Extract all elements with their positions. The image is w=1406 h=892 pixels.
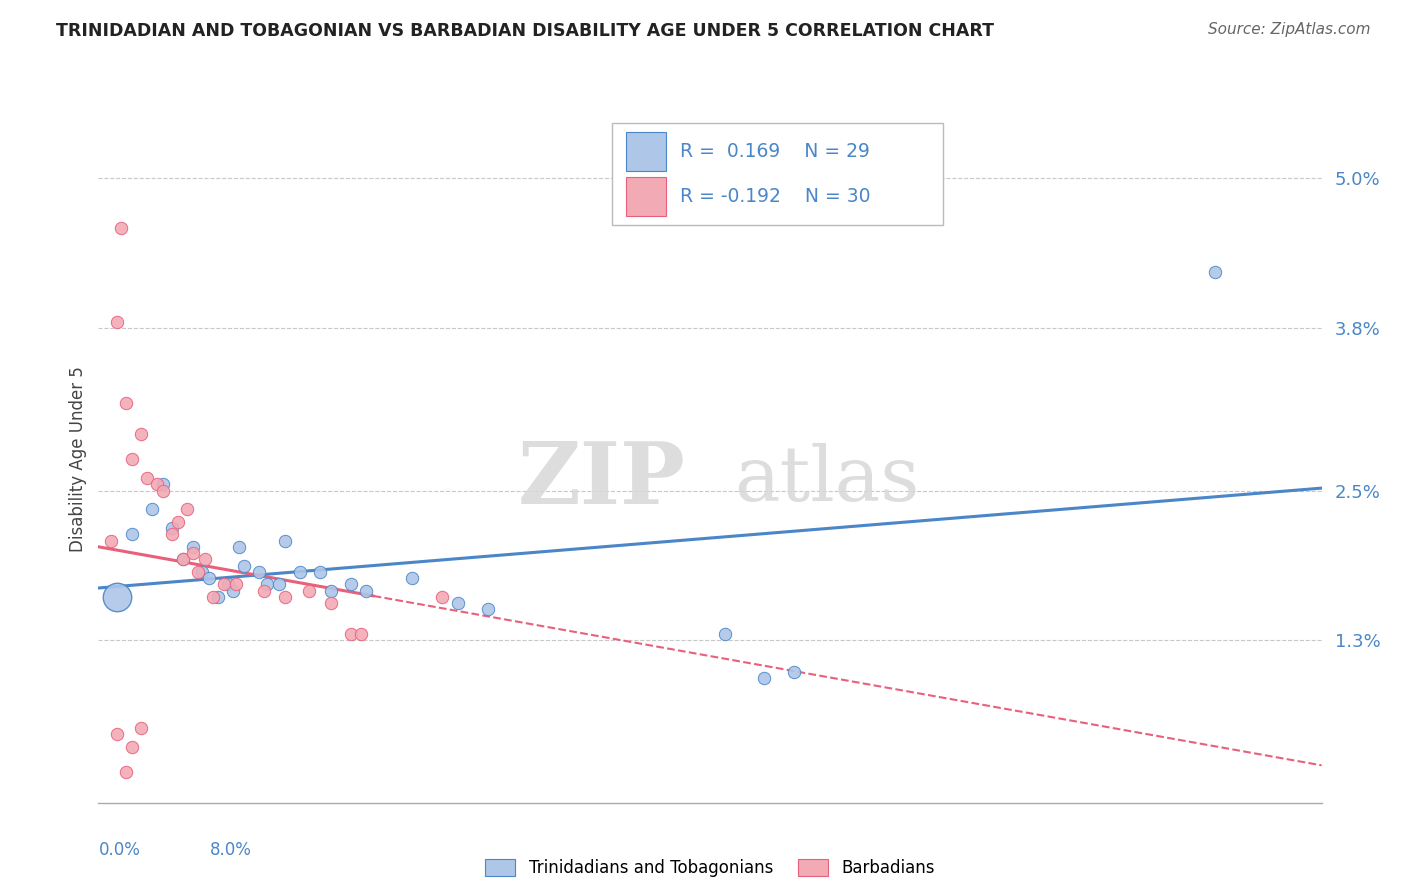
Point (212, 577, 235, 591)
Text: TRINIDADIAN AND TOBAGONIAN VS BARBADIAN DISABILITY AGE UNDER 5 CORRELATION CHART: TRINIDADIAN AND TOBAGONIAN VS BARBADIAN … (56, 22, 994, 40)
Point (167, 515, 190, 529)
Point (160, 527, 183, 541)
Text: 0.0%: 0.0% (98, 840, 141, 859)
Point (100, 533, 122, 548)
Point (105, 315, 128, 329)
Point (172, 552, 194, 566)
Point (274, 533, 297, 548)
Point (181, 540, 204, 554)
Point (136, 471, 159, 485)
Point (194, 552, 217, 566)
Point (232, 558, 254, 573)
Point (447, 596, 470, 610)
Point (202, 590, 225, 604)
Point (181, 546, 204, 560)
Point (350, 627, 373, 641)
Text: atlas: atlas (734, 443, 920, 517)
Point (152, 477, 174, 491)
Point (714, 627, 737, 641)
Point (115, 764, 138, 779)
Point (172, 552, 194, 566)
Point (191, 565, 214, 579)
Point (228, 540, 250, 554)
Point (222, 583, 245, 598)
Legend: Trinidadians and Tobagonians, Barbadians: Trinidadians and Tobagonians, Barbadians (478, 852, 942, 884)
Point (783, 665, 806, 679)
Point (1204, 265, 1226, 279)
Point (752, 671, 775, 685)
Point (225, 577, 247, 591)
Point (105, 727, 128, 741)
Point (121, 452, 143, 467)
Point (121, 527, 143, 541)
Point (339, 577, 361, 591)
Point (309, 565, 332, 579)
Point (247, 565, 270, 579)
Y-axis label: Disability Age Under 5: Disability Age Under 5 (69, 367, 87, 552)
Point (152, 483, 174, 498)
Point (129, 427, 152, 442)
Text: ZIP: ZIP (517, 438, 686, 522)
Point (105, 590, 128, 604)
Point (252, 583, 274, 598)
Point (207, 590, 229, 604)
Point (477, 602, 499, 616)
Point (187, 565, 209, 579)
Point (339, 627, 361, 641)
Text: R =  0.169    N = 29: R = 0.169 N = 29 (679, 142, 869, 161)
Point (115, 396, 138, 410)
Point (267, 577, 290, 591)
Point (121, 739, 143, 754)
Text: 8.0%: 8.0% (209, 840, 252, 859)
Point (319, 583, 342, 598)
Point (256, 577, 278, 591)
Point (354, 583, 377, 598)
Point (401, 571, 423, 585)
Point (290, 565, 312, 579)
Point (432, 590, 454, 604)
Text: Source: ZipAtlas.com: Source: ZipAtlas.com (1208, 22, 1371, 37)
Point (197, 571, 219, 585)
Point (110, 221, 132, 235)
Point (217, 577, 239, 591)
Point (160, 521, 183, 535)
Text: R = -0.192    N = 30: R = -0.192 N = 30 (679, 187, 870, 206)
Point (145, 477, 167, 491)
Point (141, 502, 163, 516)
Point (176, 502, 198, 516)
Point (129, 721, 152, 735)
Point (319, 596, 342, 610)
Point (298, 583, 321, 598)
Point (274, 590, 297, 604)
